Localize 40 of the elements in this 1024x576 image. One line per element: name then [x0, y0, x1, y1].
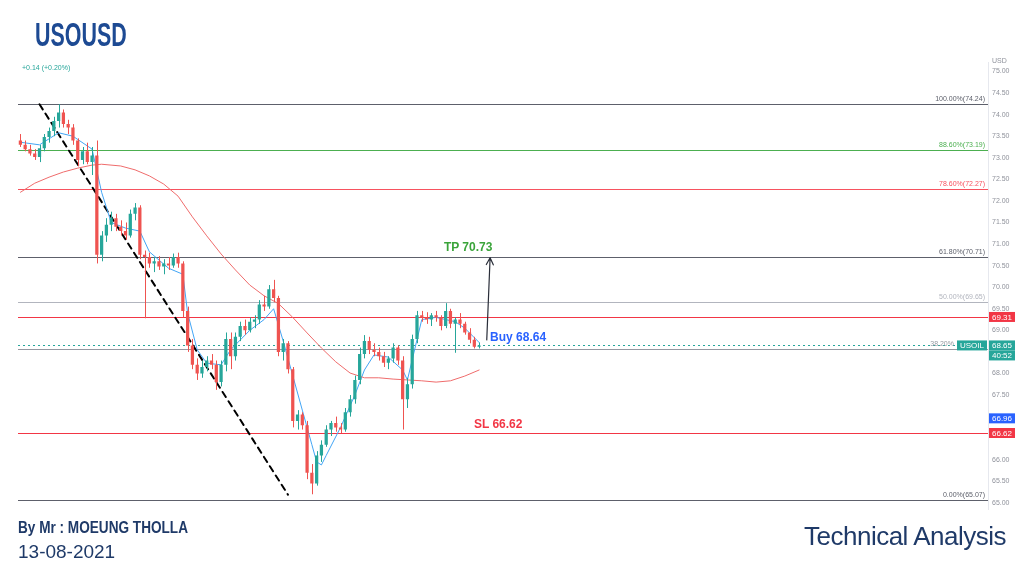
candlestick [281, 338, 285, 362]
annotation: 68.65 [991, 341, 1013, 351]
candlestick [348, 394, 352, 418]
candlestick [52, 116, 56, 137]
candlestick [219, 360, 223, 387]
candlestick [190, 338, 195, 370]
annotation: USOIL [959, 341, 985, 351]
candlestick [444, 302, 448, 329]
candlestick [324, 424, 328, 448]
annotation: 66.96 [991, 414, 1013, 424]
candlestick [396, 344, 400, 366]
annotation: SL 66.62 [473, 417, 523, 432]
candlestick [56, 103, 61, 129]
candlestick [100, 230, 104, 262]
candlestick [214, 360, 218, 391]
text: By Mr : MOEUNG THOLLA [18, 518, 188, 538]
candlestick [61, 108, 66, 129]
candlestick [267, 284, 271, 310]
candlestick [362, 334, 367, 359]
text: Technical Analysis [804, 521, 1006, 551]
annotation: 66.62 [991, 428, 1013, 438]
candlestick [238, 321, 242, 342]
candlestick [76, 137, 80, 167]
annotation: 69.31 [991, 312, 1013, 322]
candlestick [109, 211, 113, 232]
annotation: Buy 68.64 [490, 330, 547, 345]
candlestick [229, 331, 233, 370]
text: 13-08-2021 [18, 541, 116, 563]
candlestick [272, 279, 276, 303]
chart-title: USOUSD [35, 14, 127, 54]
text: 40:52 [991, 351, 1013, 361]
candlestick [295, 409, 300, 431]
candlestick [71, 123, 75, 146]
candlestick [353, 375, 357, 405]
annotation: TP 70.73 [443, 240, 493, 255]
candlestick [415, 310, 419, 344]
candlestick [257, 299, 261, 325]
candlestick [448, 308, 453, 329]
candlestick [90, 146, 94, 176]
candlestick [405, 377, 410, 409]
